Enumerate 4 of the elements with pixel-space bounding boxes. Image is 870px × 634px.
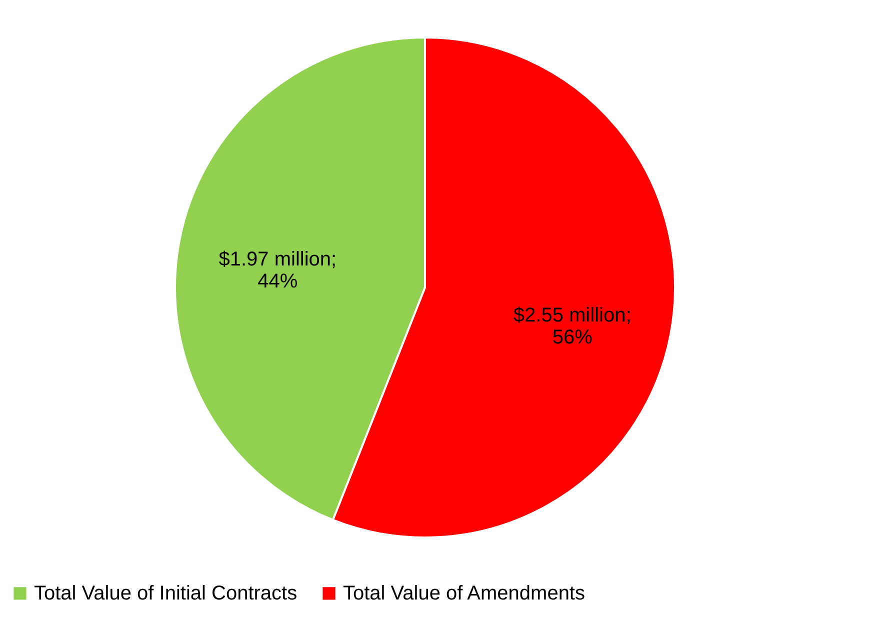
data-label: $1.97 million; 44%	[218, 248, 337, 292]
data-label: $2.55 million; 56%	[513, 304, 632, 349]
legend-label: Total Value of Amendments	[343, 582, 585, 604]
legend-label: Total Value of Initial Contracts	[34, 582, 298, 604]
